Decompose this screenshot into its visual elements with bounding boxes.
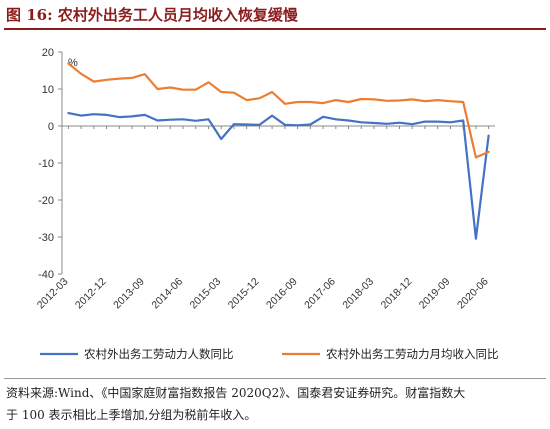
source-note: 资料来源:Wind、《中国家庭财富指数报告 2020Q2》、国泰君安证券研究。财… — [4, 378, 546, 426]
x-tick-label: 2018-03 — [340, 276, 376, 312]
x-tick-label: 2014-06 — [149, 276, 185, 312]
x-tick-label: 2012-12 — [73, 276, 109, 312]
series-line-1 — [67, 111, 490, 240]
y-tick-label: 20 — [42, 47, 54, 59]
figure-title: 图 16: 农村外出务工人员月均收入恢复缓慢 — [6, 6, 298, 24]
x-tick-label: 2015-03 — [188, 276, 224, 312]
y-tick-label: -30 — [38, 232, 54, 244]
x-tick-label: 2013-09 — [111, 276, 147, 312]
y-tick-label: 0 — [48, 121, 54, 133]
source-line-1: 资料来源:Wind、《中国家庭财富指数报告 2020Q2》、国泰君安证券研究。财… — [6, 386, 466, 400]
y-tick-label: -20 — [38, 195, 54, 207]
x-tick-label: 2018-12 — [379, 276, 415, 312]
x-tick-label: 2017-06 — [302, 276, 338, 312]
legend-label-1: 农村外出务工劳动力人数同比 — [84, 347, 234, 361]
x-tick-label: 2020-06 — [455, 276, 491, 312]
y-tick-label: -40 — [38, 269, 54, 281]
unit-label: % — [68, 57, 78, 69]
figure-title-bar: 图 16: 农村外出务工人员月均收入恢复缓慢 — [0, 0, 550, 30]
x-tick-label: 2019-09 — [417, 276, 453, 312]
x-tick-label: 2016-09 — [264, 276, 300, 312]
y-tick-label: 10 — [42, 84, 54, 96]
legend-label-2: 农村外出务工劳动力月均收入同比 — [326, 347, 499, 361]
x-tick-label: 2015-12 — [226, 276, 262, 312]
source-divider — [4, 378, 546, 379]
series-line-2 — [67, 62, 490, 159]
y-tick-label: -10 — [38, 158, 54, 170]
source-line-2: 于 100 表示相比上季增加,分组为税前年收入。 — [6, 408, 257, 422]
title-divider — [4, 28, 546, 30]
